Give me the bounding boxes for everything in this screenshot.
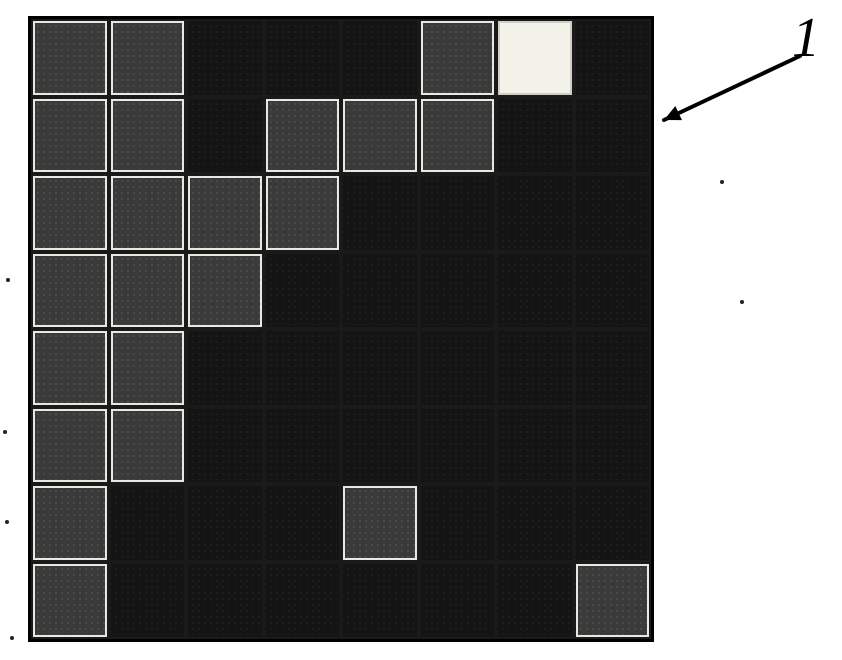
grid-cell: [31, 97, 109, 175]
paper-speck: [740, 300, 744, 304]
grid-cell: [186, 562, 264, 640]
grid-cell: [109, 174, 187, 252]
grid-cell: [496, 19, 574, 97]
grid-cell: [574, 484, 652, 562]
grid-cell: [574, 407, 652, 485]
grid-cell: [31, 252, 109, 330]
grid-cell: [31, 329, 109, 407]
grid-cell: [574, 174, 652, 252]
grid-cell: [186, 19, 264, 97]
grid-cell: [109, 562, 187, 640]
grid-cell: [264, 407, 342, 485]
figure-stage: 1: [0, 0, 842, 660]
grid-cell: [496, 329, 574, 407]
grid-cell: [496, 484, 574, 562]
grid-cell: [574, 562, 652, 640]
paper-speck: [3, 430, 7, 434]
grid-cell: [264, 174, 342, 252]
grid-cell: [419, 484, 497, 562]
grid-cell: [186, 97, 264, 175]
grid-cell: [419, 19, 497, 97]
grid-cell: [31, 174, 109, 252]
grid-cell: [419, 329, 497, 407]
grid-cell: [496, 174, 574, 252]
grid-cell: [109, 484, 187, 562]
grid-cell: [264, 97, 342, 175]
grid-cell: [574, 19, 652, 97]
grid-cell: [31, 562, 109, 640]
grid-cell: [264, 329, 342, 407]
grid-cell: [341, 19, 419, 97]
grid-cell: [264, 19, 342, 97]
grid-cell: [496, 252, 574, 330]
grid-cell: [419, 97, 497, 175]
grid-cell: [31, 484, 109, 562]
grid-cell: [341, 97, 419, 175]
grid-cell: [109, 97, 187, 175]
grid-cell: [31, 19, 109, 97]
grid-cell: [419, 252, 497, 330]
grid-cell: [109, 329, 187, 407]
grid-cell: [264, 252, 342, 330]
paper-speck: [10, 636, 14, 640]
paper-speck: [5, 520, 9, 524]
callout-label: 1: [792, 6, 820, 70]
grid-cell: [496, 407, 574, 485]
paper-speck: [6, 278, 10, 282]
grid-cell: [496, 97, 574, 175]
grid-cell: [109, 407, 187, 485]
grid-cell: [186, 174, 264, 252]
grid-cell: [109, 19, 187, 97]
grid-cell: [574, 252, 652, 330]
grid-cell: [341, 329, 419, 407]
grid-cell: [574, 329, 652, 407]
grid-cell: [186, 407, 264, 485]
grid-cell: [341, 174, 419, 252]
tile-grid-frame: [28, 16, 654, 642]
grid-cell: [109, 252, 187, 330]
grid-cell: [574, 97, 652, 175]
tile-grid: [31, 19, 651, 639]
grid-cell: [186, 329, 264, 407]
paper-speck: [720, 180, 724, 184]
grid-cell: [264, 484, 342, 562]
grid-cell: [186, 484, 264, 562]
grid-cell: [264, 562, 342, 640]
grid-cell: [496, 562, 574, 640]
grid-cell: [419, 174, 497, 252]
grid-cell: [341, 562, 419, 640]
grid-cell: [341, 484, 419, 562]
grid-cell: [419, 562, 497, 640]
grid-cell: [31, 407, 109, 485]
grid-cell: [341, 252, 419, 330]
grid-cell: [186, 252, 264, 330]
grid-cell: [419, 407, 497, 485]
grid-cell: [341, 407, 419, 485]
